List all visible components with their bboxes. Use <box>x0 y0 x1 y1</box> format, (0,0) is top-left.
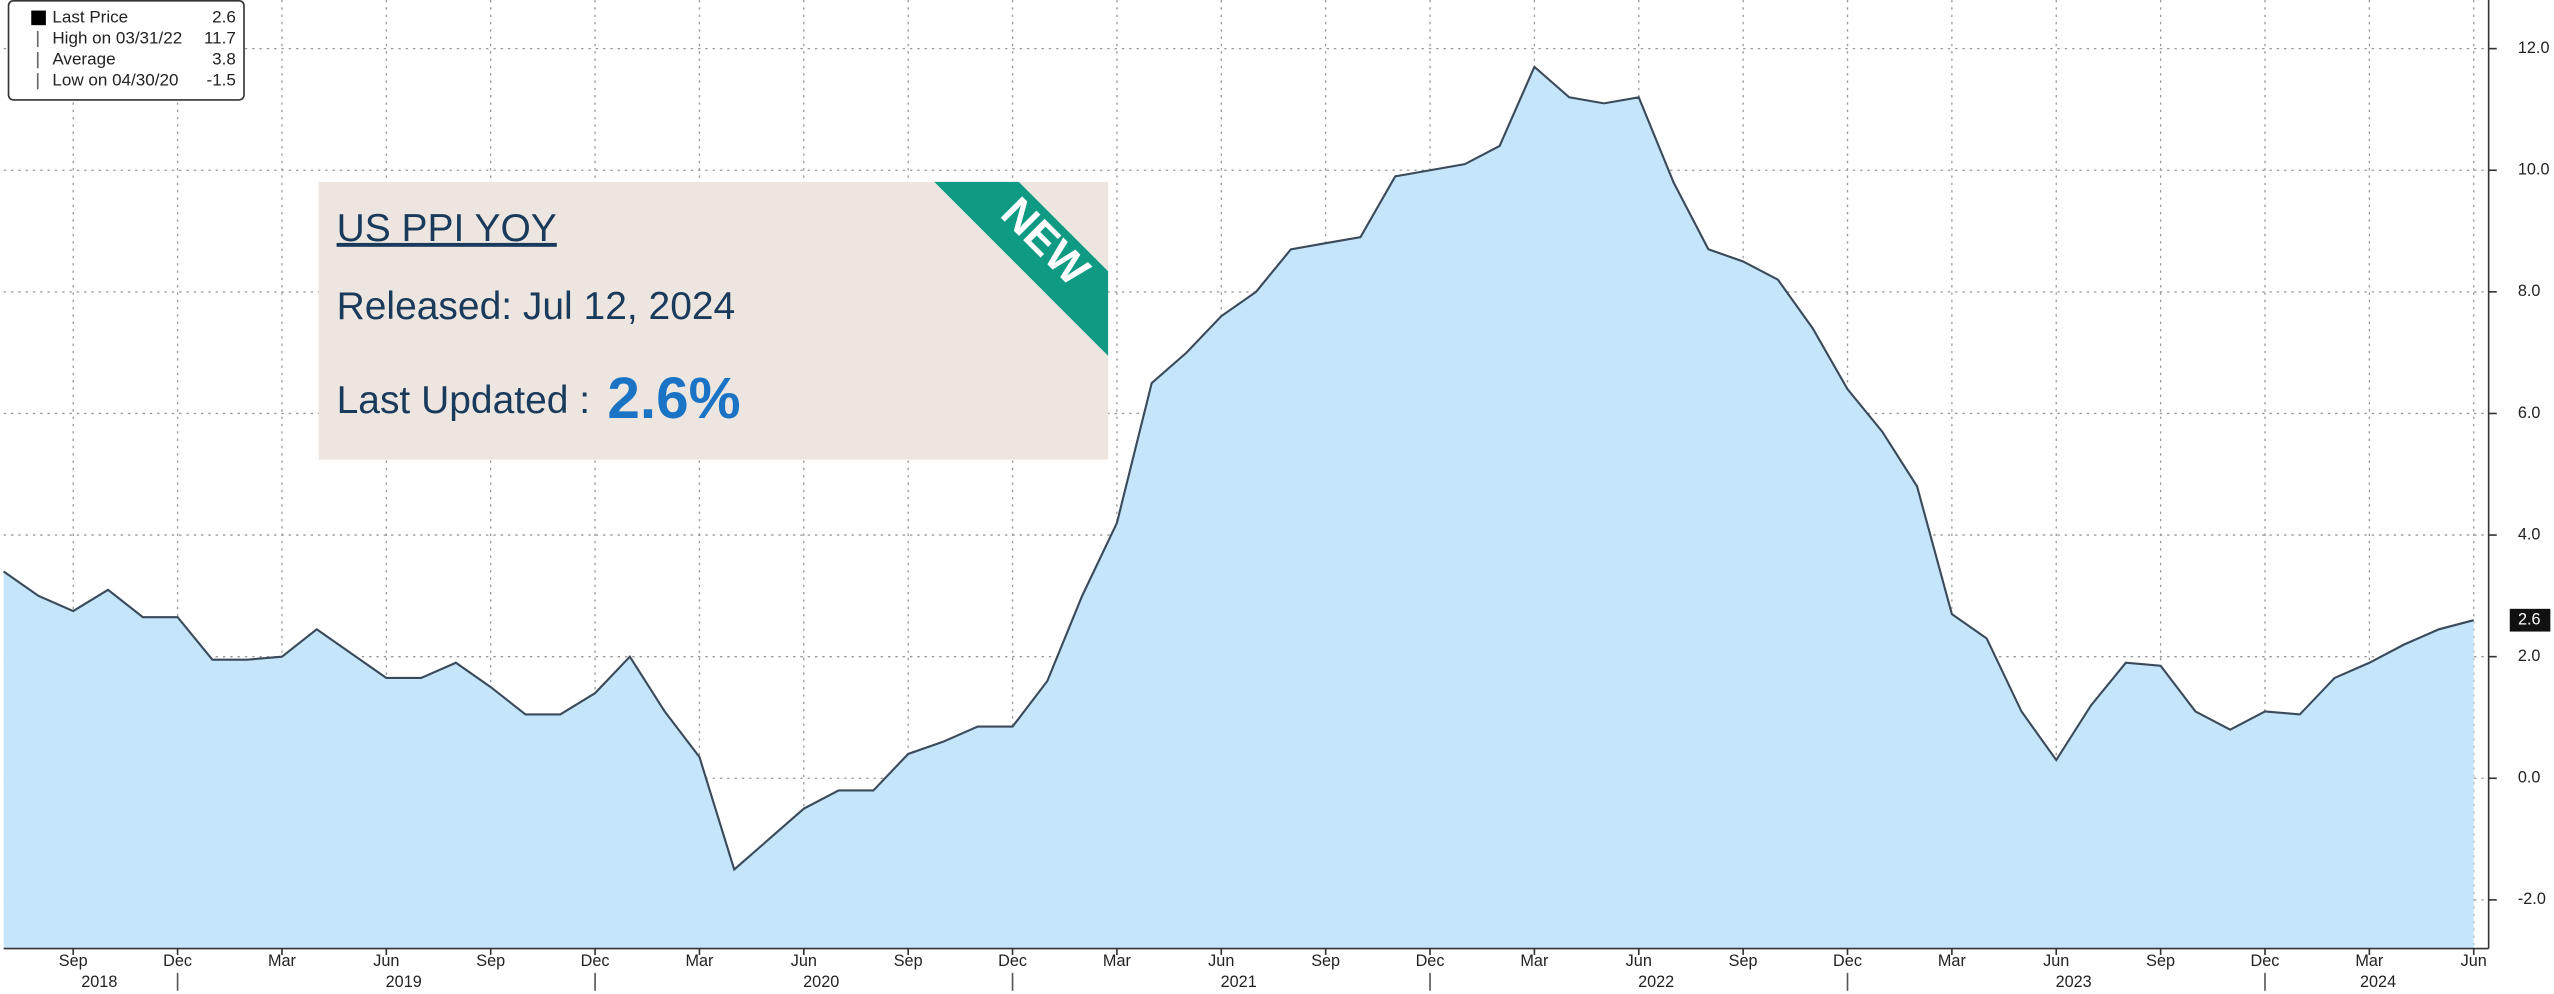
card-updated: Last Updated : 2.6% <box>337 366 741 431</box>
x-tick-label: Dec <box>1833 952 1862 970</box>
y-tick-label: 2.0 <box>2518 647 2541 665</box>
y-tick-label: 4.0 <box>2518 525 2541 543</box>
legend-label: Low on 04/30/20 <box>52 71 178 90</box>
legend-label: Last Price <box>52 7 128 26</box>
legend-value: -1.5 <box>207 71 236 90</box>
x-tick-label: Sep <box>1729 952 1758 970</box>
x-tick-label: Jun <box>1208 952 1234 970</box>
year-label: 2024 <box>2360 973 2396 991</box>
year-label: 2020 <box>803 973 839 991</box>
x-tick-label: Mar <box>1103 952 1132 970</box>
y-tick-label: 8.0 <box>2518 282 2541 300</box>
x-tick-label: Dec <box>581 952 610 970</box>
x-tick-label: Mar <box>1938 952 1967 970</box>
y-tick-label: 10.0 <box>2518 161 2550 179</box>
x-tick-label: Sep <box>894 952 923 970</box>
year-label: 2022 <box>1638 973 1674 991</box>
legend-value: 2.6 <box>212 7 236 26</box>
updated-value: 2.6% <box>607 366 740 431</box>
x-tick-label: Sep <box>59 952 88 970</box>
legend-label: High on 03/31/22 <box>52 28 182 47</box>
x-tick-label: Mar <box>1520 952 1549 970</box>
x-tick-label: Sep <box>2146 952 2175 970</box>
x-tick-label: Dec <box>998 952 1027 970</box>
legend-label: Average <box>52 50 115 69</box>
updated-label: Last Updated : <box>337 379 601 422</box>
x-tick-label: Sep <box>1311 952 1340 970</box>
card-released: Released: Jul 12, 2024 <box>337 285 736 328</box>
last-price-label: 2.6 <box>2518 610 2541 628</box>
x-tick-label: Sep <box>476 952 505 970</box>
annotation-card <box>318 181 1109 460</box>
year-label: 2019 <box>386 973 422 991</box>
year-label: 2018 <box>81 973 117 991</box>
area <box>3 66 2474 949</box>
legend-value: 11.7 <box>204 28 236 47</box>
legend-value: 3.8 <box>212 50 236 69</box>
x-tick-label: Jun <box>2461 952 2487 970</box>
y-tick-label: 12.0 <box>2518 39 2550 57</box>
y-tick-label: 6.0 <box>2518 404 2541 422</box>
y-tick-label: -2.0 <box>2518 890 2546 908</box>
x-tick-label: Dec <box>1416 952 1445 970</box>
x-tick-label: Jun <box>2043 952 2069 970</box>
new-ribbon <box>934 181 1109 356</box>
plot-area: -2.0 0.0 2.0 4.0 6.0 8.0 10.0 12.0 Sep Dec Mar Jun S… <box>3 0 2551 991</box>
year-label: 2021 <box>1221 973 1257 991</box>
x-tick-label: Mar <box>685 952 714 970</box>
x-tick-label: Dec <box>2251 952 2280 970</box>
x-tick-label: Mar <box>2355 952 2384 970</box>
x-tick-label: Jun <box>373 952 399 970</box>
x-tick-label: Jun <box>1626 952 1652 970</box>
year-label: 2023 <box>2056 973 2092 991</box>
legend-box <box>7 0 245 101</box>
x-tick-label: Dec <box>163 952 192 970</box>
x-tick-label: Jun <box>791 952 817 970</box>
legend-swatch <box>31 10 46 26</box>
x-tick-label: Mar <box>268 952 297 970</box>
last-price-tag <box>2509 608 2551 632</box>
overlay: NEW US PPI YOY Released: Jul 12, 2024 La… <box>7 0 1109 460</box>
y-tick-label: 0.0 <box>2518 769 2541 787</box>
line <box>3 65 2474 872</box>
card-title: US PPI YOY <box>337 207 557 250</box>
